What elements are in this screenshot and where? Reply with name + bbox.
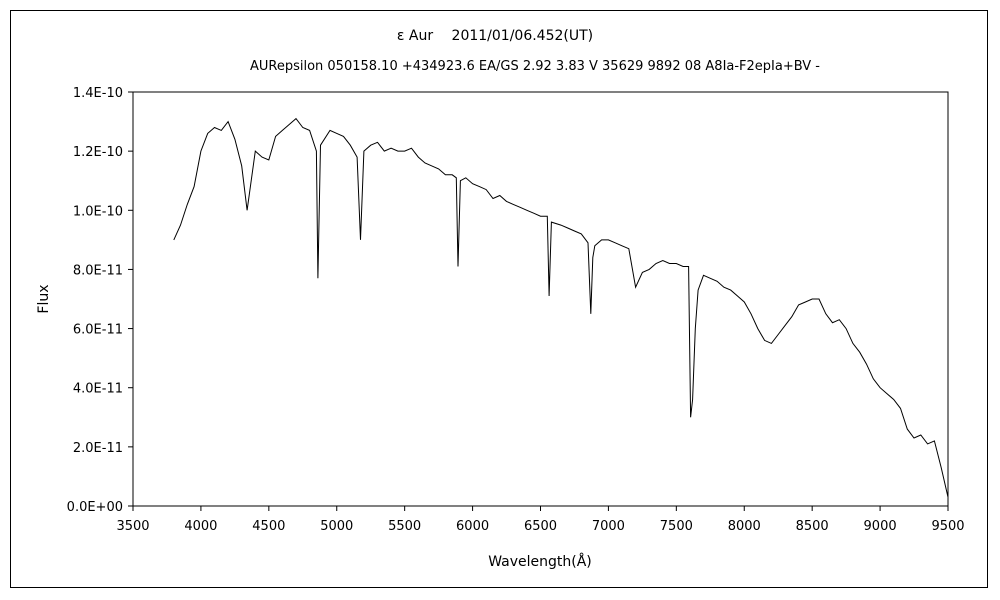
x-tick-label: 5500 [388,519,421,534]
chart-title: ε Aur 2011/01/06.452(UT) [397,28,593,44]
x-tick-label: 4500 [252,519,285,534]
y-tick-label: 6.0E-11 [73,323,123,338]
x-tick-label: 4000 [184,519,217,534]
x-tick-label: 6000 [456,519,489,534]
x-tick-label: 8000 [728,519,761,534]
y-tick-label: 1.0E-10 [73,204,123,219]
y-tick-label: 1.4E-10 [73,86,123,101]
y-axis-label: Flux [36,284,52,313]
x-axis-label: Wavelength(Å) [488,553,592,570]
chart-subtitle: AURepsilon 050158.10 +434923.6 EA/GS 2.9… [250,59,820,74]
x-tick-label: 9000 [864,519,897,534]
x-tick-label: 8500 [796,519,829,534]
flux-series-line [173,117,949,498]
x-tick-label: 7000 [592,519,625,534]
y-tick-label: 8.0E-11 [73,263,123,278]
y-tick-label: 4.0E-11 [73,382,123,397]
y-tick-label: 1.2E-10 [73,145,123,160]
x-tick-label: 3500 [116,519,149,534]
x-tick-label: 9500 [931,519,964,534]
chart-frame [10,10,988,588]
x-tick-label: 5000 [320,519,353,534]
x-tick-label: 6500 [524,519,557,534]
y-axis-ticks: 0.0E+00 2.0E-11 4.0E-11 6.0E-11 8.0E-11 1.0E-… [67,86,133,515]
x-axis-ticks: 3500 4000 4500 5000 5500 6000 6500 7000 7500 8000… [116,506,965,534]
x-tick-label: 7500 [660,519,693,534]
y-tick-label: 0.0E+00 [67,500,123,515]
y-tick-label: 2.0E-11 [73,441,123,456]
